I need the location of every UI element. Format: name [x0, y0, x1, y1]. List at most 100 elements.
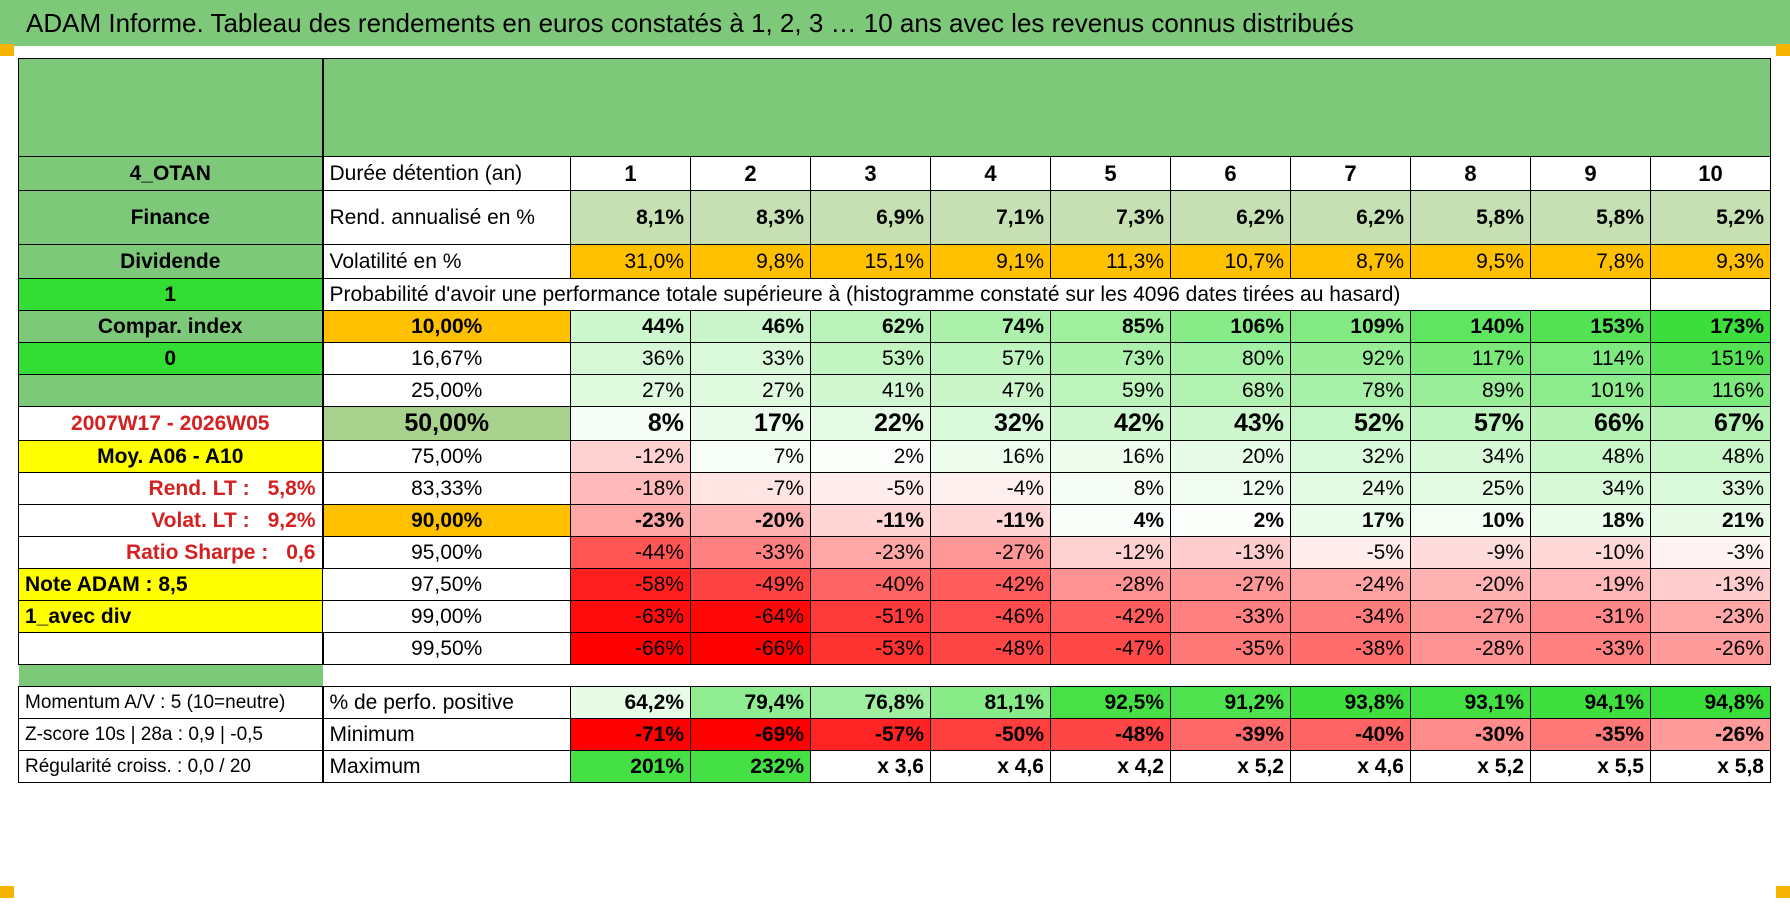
- year-header: 8: [1410, 156, 1531, 191]
- quantile-cell: 92%: [1290, 342, 1411, 375]
- quantile-cell: -20%: [690, 504, 811, 537]
- quantile-cell: -12%: [570, 440, 691, 473]
- quantile-cell: 33%: [690, 342, 811, 375]
- sharpe-value: 0,6: [286, 540, 316, 564]
- corner-marker: [0, 886, 14, 898]
- quantile-cell: -23%: [1650, 600, 1771, 633]
- minimum-cell: -50%: [930, 718, 1051, 751]
- quantile-cell: 34%: [1530, 472, 1651, 505]
- fund-type: Dividende: [18, 244, 324, 279]
- quantile-cell: 43%: [1170, 406, 1291, 441]
- zscore: Z-score 10s | 28a : 0,9 | -0,5: [18, 718, 324, 751]
- quantile-cell: -38%: [1290, 632, 1411, 665]
- minimum-cell: -69%: [690, 718, 811, 751]
- quantile-label: 97,50%: [322, 568, 571, 601]
- quantile-cell: -44%: [570, 536, 691, 569]
- vol-cell: 8,7%: [1290, 244, 1411, 279]
- volat-lt-label: Volat. LT :: [151, 508, 250, 532]
- quantile-cell: -66%: [690, 632, 811, 665]
- quantile-cell: -40%: [810, 568, 931, 601]
- empty-cell: [1650, 278, 1771, 311]
- year-header: 2: [690, 156, 811, 191]
- table-row: Dividende Volatilité en % 31,0% 9,8% 15,1% 9,…: [18, 244, 1771, 279]
- positive-cell: 93,8%: [1290, 686, 1411, 719]
- quantile-cell: -51%: [810, 600, 931, 633]
- flag-1: 1: [18, 278, 324, 311]
- quantile-cell: 17%: [1290, 504, 1411, 537]
- positive-cell: 93,1%: [1410, 686, 1531, 719]
- quantile-cell: -27%: [930, 536, 1051, 569]
- quantile-cell: 36%: [570, 342, 691, 375]
- maximum-cell: x 5,8: [1650, 750, 1771, 783]
- quantile-cell: 22%: [810, 406, 931, 441]
- quantile-cell: 47%: [930, 374, 1051, 407]
- table-row: [18, 664, 1771, 687]
- minimum-cell: -40%: [1290, 718, 1411, 751]
- row-label-duree: Durée détention (an): [322, 156, 571, 191]
- quantile-cell: -33%: [1530, 632, 1651, 665]
- rend-cell: 5,8%: [1410, 190, 1531, 245]
- quantile-cell: -49%: [690, 568, 811, 601]
- quantile-cell: 52%: [1290, 406, 1411, 441]
- quantile-cell: 101%: [1530, 374, 1651, 407]
- fund-category: Finance: [18, 190, 324, 245]
- quantile-cell: 48%: [1650, 440, 1771, 473]
- table-row: Rend. LT : 5,8% 83,33% -18% -7% -5% -4% 8% 12% 24…: [18, 472, 1771, 505]
- quantile-cell: -48%: [930, 632, 1051, 665]
- quantile-cell: 2%: [810, 440, 931, 473]
- quantile-cell: -42%: [1050, 600, 1171, 633]
- table-row: 4_OTAN Durée détention (an) 1 2 3 4 5 6 7 8 9 10: [18, 156, 1771, 191]
- year-header: 6: [1170, 156, 1291, 191]
- rend-cell: 5,2%: [1650, 190, 1771, 245]
- table-row: Finance Rend. annualisé en % 8,1% 8,3% 6,9% 7…: [18, 190, 1771, 245]
- positive-cell: 94,8%: [1650, 686, 1771, 719]
- minimum-cell: -39%: [1170, 718, 1291, 751]
- quantile-cell: -3%: [1650, 536, 1771, 569]
- performance-table: 4_OTAN Durée détention (an) 1 2 3 4 5 6 7 8 9 10 Fin…: [18, 58, 1771, 783]
- moy-label: Moy. A06 - A10: [18, 440, 324, 473]
- quantile-cell: -28%: [1410, 632, 1531, 665]
- table-row: Ratio Sharpe :0,6 95,00% -44% -33% -23% -27% -…: [18, 536, 1771, 569]
- row-label-rend: Rend. annualisé en %: [322, 190, 571, 245]
- quantile-cell: 33%: [1650, 472, 1771, 505]
- rend-cell: 6,9%: [810, 190, 931, 245]
- quantile-cell: 8%: [1050, 472, 1171, 505]
- compar-index: Compar. index: [18, 310, 324, 343]
- quantile-cell: -5%: [810, 472, 931, 505]
- quantile-cell: 116%: [1650, 374, 1771, 407]
- table-row: 25,00% 27% 27% 41% 47% 59% 68% 78% 89% 101% 116%: [18, 374, 1771, 407]
- rend-lt-label: Rend. LT :: [148, 476, 250, 500]
- minimum-cell: -26%: [1650, 718, 1771, 751]
- year-header: 5: [1050, 156, 1171, 191]
- maximum-cell: x 4,2: [1050, 750, 1171, 783]
- page-title: ADAM Informe. Tableau des rendements en …: [0, 0, 1790, 46]
- quantile-cell: 46%: [690, 310, 811, 343]
- table-row: 2007W17 - 2026W05 50,00% 8% 17% 22% 32% 42% 43%…: [18, 406, 1771, 441]
- table-row: Z-score 10s | 28a : 0,9 | -0,5 Minimum -71…: [18, 718, 1771, 751]
- quantile-cell: -24%: [1290, 568, 1411, 601]
- quantile-cell: -19%: [1530, 568, 1651, 601]
- rend-cell: 7,3%: [1050, 190, 1171, 245]
- year-header: 9: [1530, 156, 1651, 191]
- quantile-cell: 21%: [1650, 504, 1771, 537]
- positive-cell: 64,2%: [570, 686, 691, 719]
- corner-marker: [0, 44, 14, 56]
- table-row: Momentum A/V : 5 (10=neutre)% de perfo. …: [18, 686, 1771, 719]
- vol-cell: 31,0%: [570, 244, 691, 279]
- quantile-cell: -7%: [690, 472, 811, 505]
- rend-cell: 8,1%: [570, 190, 691, 245]
- year-header: 3: [810, 156, 931, 191]
- quantile-cell: 12%: [1170, 472, 1291, 505]
- quantile-label: 99,50%: [322, 632, 571, 665]
- minimum-cell: -35%: [1530, 718, 1651, 751]
- maximum-cell: x 5,2: [1170, 750, 1291, 783]
- quantile-cell: -33%: [690, 536, 811, 569]
- positive-cell: 91,2%: [1170, 686, 1291, 719]
- vol-cell: 11,3%: [1050, 244, 1171, 279]
- quantile-cell: -66%: [570, 632, 691, 665]
- volat-lt: Volat. LT : 9,2%: [18, 504, 324, 537]
- quantile-cell: 53%: [810, 342, 931, 375]
- table-row: 1 Probabilité d'avoir une performance tot…: [18, 278, 1771, 311]
- minimum-cell: -30%: [1410, 718, 1531, 751]
- quantile-cell: -33%: [1170, 600, 1291, 633]
